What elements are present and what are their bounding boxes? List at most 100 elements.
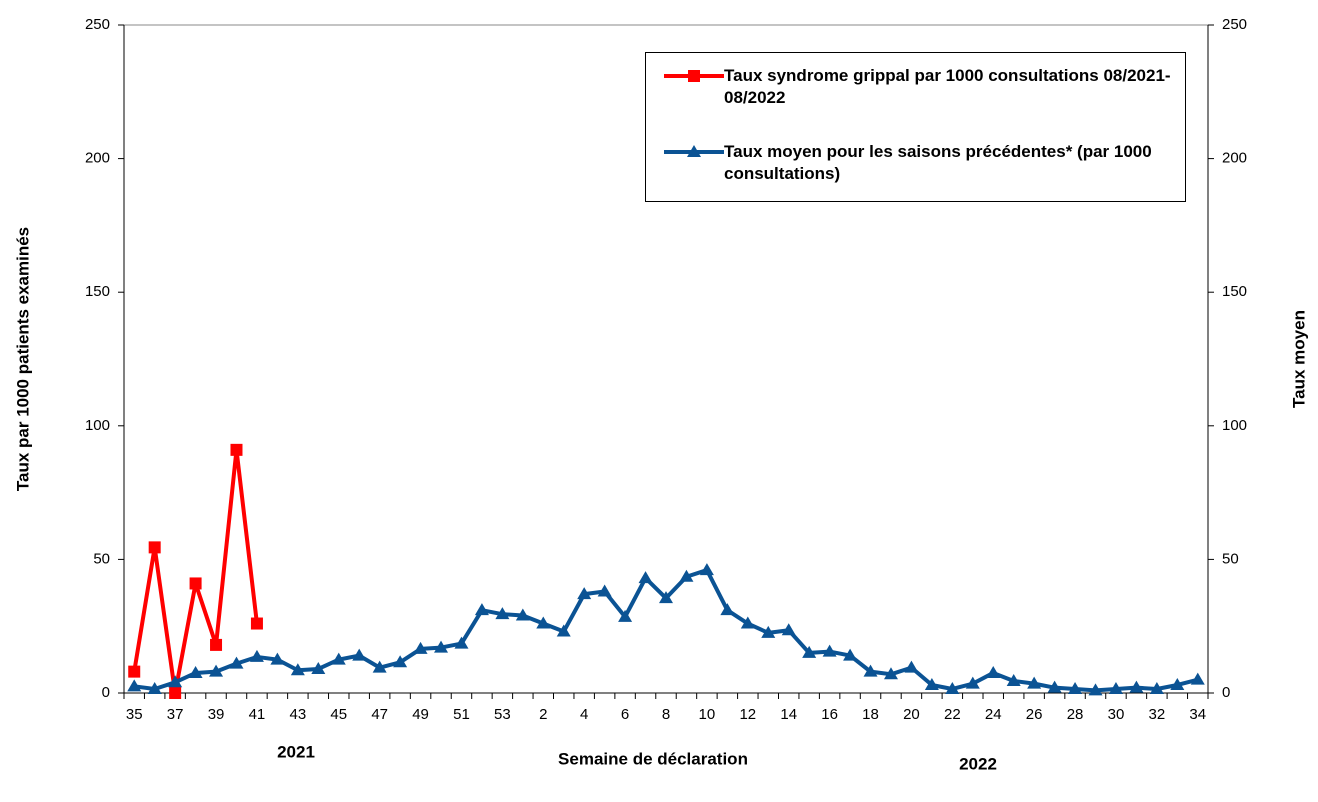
marker: [1088, 683, 1103, 696]
marker: [822, 644, 837, 657]
marker: [1108, 681, 1123, 694]
x-tick-label: 14: [780, 706, 797, 723]
y2-tick-label: 0: [1222, 684, 1230, 701]
y2-tick-label: 50: [1222, 550, 1239, 567]
y-tick-label: 100: [85, 417, 110, 434]
x-tick-label: 8: [662, 706, 670, 723]
y-tick-label: 250: [85, 16, 110, 33]
x-tick-label: 4: [580, 706, 588, 723]
marker: [230, 443, 243, 456]
x-tick-label: 30: [1108, 706, 1125, 723]
x-tick-label: 24: [985, 706, 1002, 723]
marker: [720, 603, 735, 616]
x-tick-label: 39: [208, 706, 225, 723]
marker: [863, 664, 878, 677]
marker: [147, 681, 162, 694]
marker: [802, 645, 817, 658]
x-tick-label: 49: [412, 706, 429, 723]
marker: [986, 665, 1001, 678]
x-axis-label: Semaine de déclaration: [558, 749, 748, 768]
marker: [169, 687, 182, 699]
marker: [127, 679, 142, 692]
marker: [1190, 672, 1205, 685]
marker: [740, 616, 755, 629]
x-tick-label: 22: [944, 706, 961, 723]
marker: [290, 663, 305, 676]
marker: [965, 676, 980, 689]
marker: [556, 624, 571, 637]
x-tick-label: 26: [1026, 706, 1043, 723]
marker: [1149, 681, 1164, 694]
y-axis-label: Taux par 1000 patients examinés: [13, 227, 32, 491]
marker: [904, 660, 919, 673]
marker: [148, 541, 161, 554]
marker: [688, 70, 700, 82]
marker: [249, 649, 264, 662]
marker: [1170, 677, 1185, 690]
x-tick-label: 45: [330, 706, 347, 723]
x-tick-label: 43: [290, 706, 307, 723]
x-tick-label: 28: [1067, 706, 1084, 723]
marker: [210, 638, 223, 651]
y2-tick-label: 150: [1222, 283, 1247, 300]
marker: [188, 665, 203, 678]
marker: [393, 655, 408, 668]
marker: [250, 617, 263, 630]
marker: [1047, 680, 1062, 693]
marker: [168, 675, 183, 688]
x-tick-label: 18: [862, 706, 879, 723]
marker: [515, 608, 530, 621]
x-tick-label: 35: [126, 706, 143, 723]
x-tick-label: 34: [1189, 706, 1206, 723]
x-tick-label: 10: [699, 706, 716, 723]
x-tick-label: 6: [621, 706, 629, 723]
marker: [1068, 681, 1083, 694]
marker: [679, 569, 694, 582]
x-tick-label: 2: [539, 706, 547, 723]
annotation: 2021: [277, 742, 315, 761]
marker: [1027, 676, 1042, 689]
y-tick-label: 0: [102, 684, 110, 701]
marker: [331, 652, 346, 665]
legend-key: [664, 70, 724, 82]
legend-label: Taux moyen pour les saisons précédentes*…: [724, 142, 1152, 183]
marker: [638, 571, 653, 584]
marker: [189, 577, 202, 590]
y2-tick-label: 100: [1222, 417, 1247, 434]
marker: [924, 677, 939, 690]
marker: [270, 652, 285, 665]
marker: [781, 623, 796, 636]
marker: [843, 648, 858, 661]
marker: [597, 584, 612, 597]
legend-label: Taux syndrome grippal par 1000 consultat…: [724, 66, 1171, 107]
legend-key: [664, 145, 724, 157]
marker: [372, 660, 387, 673]
marker: [495, 607, 510, 620]
marker: [618, 609, 633, 622]
x-tick-label: 32: [1149, 706, 1166, 723]
y2-tick-label: 250: [1222, 16, 1247, 33]
marker: [1006, 673, 1021, 686]
marker: [128, 665, 141, 678]
marker: [229, 656, 244, 669]
marker: [687, 145, 701, 157]
y-tick-label: 200: [85, 150, 110, 167]
marker: [536, 616, 551, 629]
marker: [434, 640, 449, 653]
marker: [209, 664, 224, 677]
marker: [699, 563, 714, 576]
marker: [577, 587, 592, 600]
series-line: [132, 447, 259, 695]
marker: [454, 636, 469, 649]
x-tick-label: 51: [453, 706, 470, 723]
marker: [761, 625, 776, 638]
x-tick-label: 41: [249, 706, 266, 723]
x-tick-label: 37: [167, 706, 184, 723]
y2-axis-label: Taux moyen: [1289, 310, 1308, 408]
annotation: 2022: [959, 754, 997, 773]
marker: [945, 681, 960, 694]
marker: [659, 591, 673, 604]
marker: [1129, 680, 1144, 693]
